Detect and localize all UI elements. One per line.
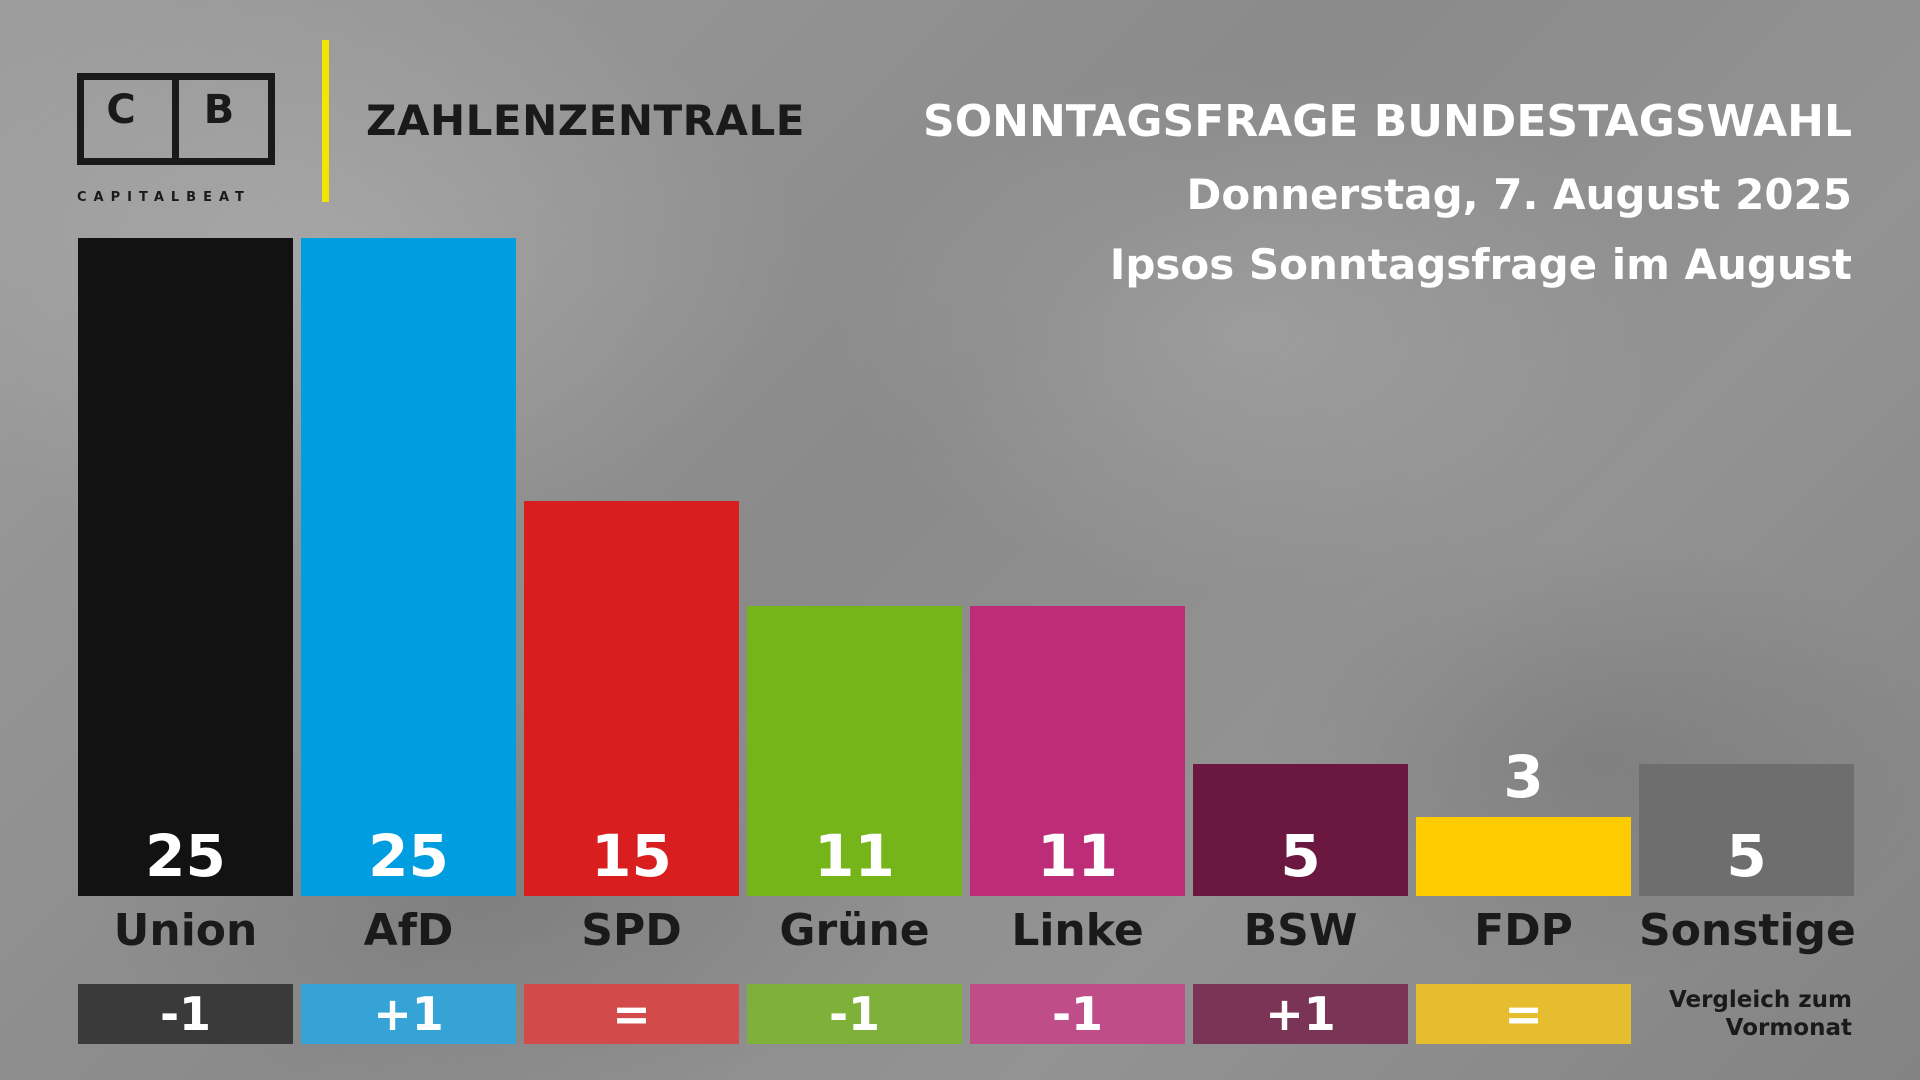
bar-fdp: [1416, 817, 1631, 896]
change-badge-union: -1: [78, 984, 293, 1044]
chart-title: SONNTAGSFRAGE BUNDESTAGSWAHL: [923, 96, 1852, 147]
chart-subtitle: Ipsos Sonntagsfrage im August: [1109, 240, 1852, 289]
change-badge-spd: =: [524, 984, 739, 1044]
category-label-linke: Linke: [1011, 905, 1144, 956]
value-label-union: 25: [145, 822, 226, 890]
bar-gruene: [747, 606, 962, 896]
logo-letter-c: C: [106, 87, 136, 133]
category-label-spd: SPD: [581, 905, 682, 956]
bar-linke: [970, 606, 1185, 896]
category-label-afd: AfD: [363, 905, 454, 956]
value-label-bsw: 5: [1280, 822, 1321, 890]
bar-afd: [301, 238, 516, 896]
category-label-bsw: BSW: [1243, 905, 1358, 956]
header-accent-bar: [322, 40, 329, 202]
logo-letter-b: B: [203, 87, 235, 133]
capitalbeat-logo: C B: [77, 73, 282, 169]
value-label-linke: 11: [1037, 822, 1118, 890]
category-label-gruene: Grüne: [779, 905, 930, 956]
category-label-fdp: FDP: [1474, 905, 1573, 956]
bar-bsw: [1193, 764, 1408, 896]
logo-wordmark: CAPITALBEAT: [77, 190, 251, 205]
value-label-gruene: 11: [814, 822, 895, 890]
comparison-note-line2: Vormonat: [1725, 1015, 1852, 1041]
change-badge-linke: -1: [970, 984, 1185, 1044]
value-label-spd: 15: [591, 822, 672, 890]
change-badge-afd: +1: [301, 984, 516, 1044]
bar-union: [78, 238, 293, 896]
comparison-note: Vergleich zum Vormonat: [1669, 986, 1852, 1042]
bar-sonstige: [1639, 764, 1854, 896]
bar-spd: [524, 501, 739, 896]
value-label-afd: 25: [368, 822, 449, 890]
category-label-union: Union: [113, 905, 258, 956]
logo-divider: [172, 73, 179, 165]
value-label-fdp: 3: [1503, 743, 1544, 812]
change-badge-gruene: -1: [747, 984, 962, 1044]
category-label-sonstige: Sonstige: [1639, 905, 1856, 956]
change-badge-fdp: =: [1416, 984, 1631, 1044]
chart-date: Donnerstag, 7. August 2025: [1186, 170, 1852, 219]
value-label-sonstige: 5: [1726, 822, 1767, 890]
change-badge-bsw: +1: [1193, 984, 1408, 1044]
comparison-note-line1: Vergleich zum: [1668, 987, 1852, 1013]
section-title: ZAHLENZENTRALE: [366, 96, 805, 145]
